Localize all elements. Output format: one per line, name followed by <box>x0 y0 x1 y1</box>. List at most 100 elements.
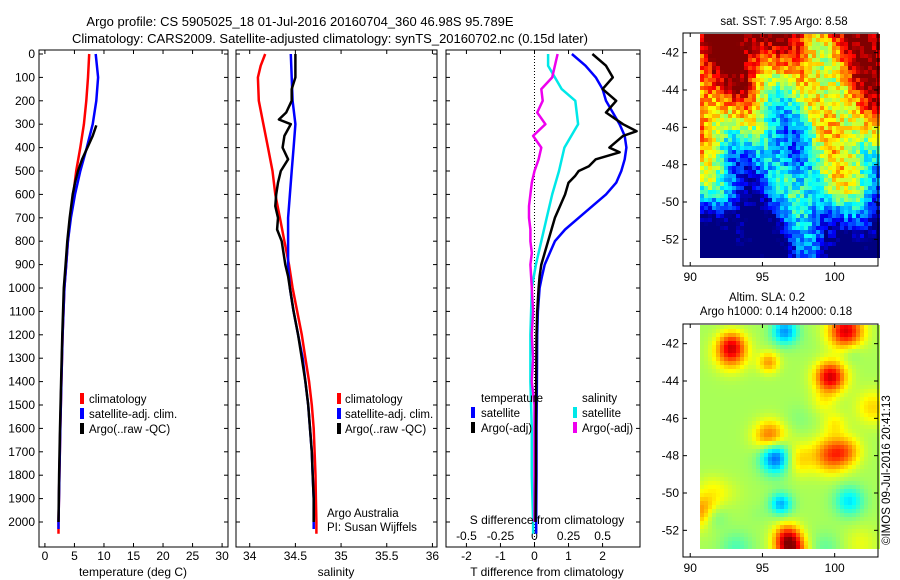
sst-cell <box>820 214 824 218</box>
sst-cell <box>700 134 704 138</box>
sla-cell <box>844 429 848 433</box>
sla-cell <box>848 489 852 493</box>
sla-cell <box>816 373 820 377</box>
sst-cell <box>872 194 876 198</box>
sla-cell <box>856 433 860 437</box>
sst-cell <box>852 214 856 218</box>
sla-cell <box>772 381 776 385</box>
sla-cell <box>844 421 848 425</box>
sst-cell <box>812 58 816 62</box>
sst-cell <box>744 58 748 62</box>
sst-cell <box>712 206 716 210</box>
sst-cell <box>864 126 868 130</box>
sla-cell <box>732 433 736 437</box>
sst-cell <box>788 74 792 78</box>
sla-cell <box>772 353 776 357</box>
sst-cell <box>832 114 836 118</box>
sla-cell <box>856 425 860 429</box>
sla-cell <box>872 501 876 505</box>
sla-cell <box>856 345 860 349</box>
sst-cell <box>776 110 780 114</box>
sst-cell <box>764 54 768 58</box>
sst-cell <box>868 102 872 106</box>
sla-cell <box>712 445 716 449</box>
sst-cell <box>824 166 828 170</box>
sla-cell <box>856 393 860 397</box>
sst-cell <box>700 102 704 106</box>
sst-cell <box>824 114 828 118</box>
sst-cell <box>712 90 716 94</box>
sla-cell <box>748 329 752 333</box>
sst-cell <box>792 166 796 170</box>
sst-cell <box>836 126 840 130</box>
sst-cell <box>824 222 828 226</box>
sst-cell <box>836 162 840 166</box>
sst-cell <box>836 142 840 146</box>
sst-cell <box>800 166 804 170</box>
sla-cell <box>816 393 820 397</box>
sla-cell <box>804 513 808 517</box>
sst-cell <box>744 182 748 186</box>
sst-cell <box>816 226 820 230</box>
sst-cell <box>800 162 804 166</box>
sst-cell <box>856 254 860 258</box>
sla-cell <box>832 429 836 433</box>
sla-cell <box>768 433 772 437</box>
sst-cell <box>852 162 856 166</box>
sst-cell <box>868 38 872 42</box>
sst-cell <box>860 42 864 46</box>
sla-cell <box>820 361 824 365</box>
sla-cell <box>856 325 860 329</box>
sst-cell <box>720 222 724 226</box>
sst-cell <box>824 58 828 62</box>
sst-cell <box>844 166 848 170</box>
sst-cell <box>752 166 756 170</box>
sst-cell <box>788 150 792 154</box>
sst-cell <box>868 34 872 38</box>
sst-cell <box>760 50 764 54</box>
sst-cell <box>720 114 724 118</box>
sla-cell <box>748 497 752 501</box>
sla-cell <box>748 409 752 413</box>
sst-cell <box>808 46 812 50</box>
sla-cell <box>712 413 716 417</box>
sla-cell <box>840 465 844 469</box>
sst-cell <box>832 210 836 214</box>
sst-cell <box>796 234 800 238</box>
sst-cell <box>864 50 868 54</box>
sla-cell <box>840 505 844 509</box>
sst-cell <box>832 230 836 234</box>
sla-cell <box>836 465 840 469</box>
sla-cell <box>836 461 840 465</box>
sla-cell <box>736 513 740 517</box>
sst-cell <box>732 198 736 202</box>
sst-cell <box>736 198 740 202</box>
sst-cell <box>756 62 760 66</box>
sst-cell <box>732 162 736 166</box>
sla-cell <box>748 473 752 477</box>
sst-cell <box>716 106 720 110</box>
sla-cell <box>764 337 768 341</box>
sst-cell <box>708 234 712 238</box>
sst-cell <box>820 146 824 150</box>
sla-cell <box>860 413 864 417</box>
sst-cell <box>872 102 876 106</box>
sla-cell <box>732 469 736 473</box>
sst-cell <box>804 98 808 102</box>
sst-cell <box>832 82 836 86</box>
sla-cell <box>772 425 776 429</box>
sst-cell <box>748 62 752 66</box>
sst-cell <box>804 58 808 62</box>
sst-cell <box>836 226 840 230</box>
sst-cell <box>784 162 788 166</box>
sla-cell <box>844 349 848 353</box>
sst-cell <box>772 86 776 90</box>
sst-cell <box>756 90 760 94</box>
sst-cell <box>796 162 800 166</box>
sst-cell <box>720 122 724 126</box>
sst-cell <box>872 62 876 66</box>
sla-cell <box>732 441 736 445</box>
sla-cell <box>812 373 816 377</box>
sst-cell <box>768 130 772 134</box>
sst-cell <box>712 66 716 70</box>
